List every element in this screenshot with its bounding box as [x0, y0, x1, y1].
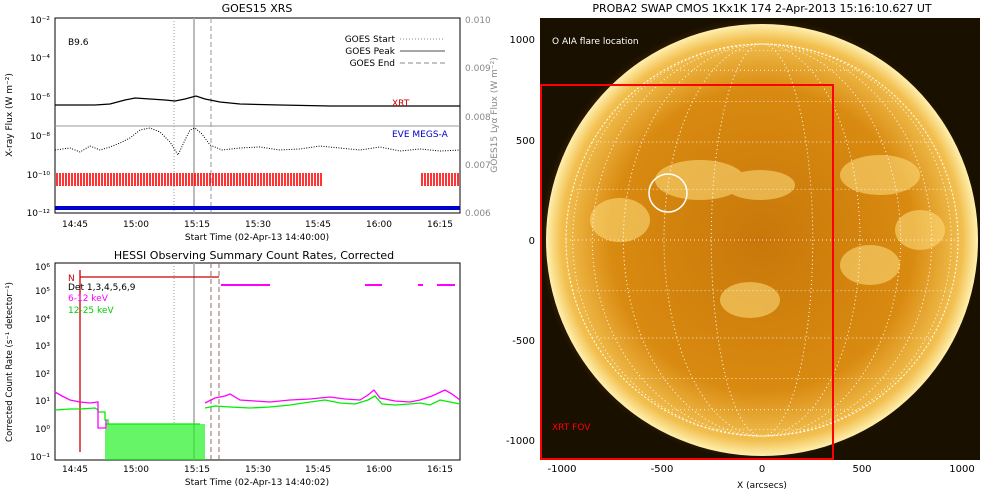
longitude-line: [591, 43, 933, 437]
hessi-xtick: 15:15: [184, 465, 210, 475]
goes-rtick: 0.006: [465, 209, 491, 219]
goes-xtick: 14:45: [62, 220, 88, 230]
goes-panel: GOES15 XRS 10⁻² 10⁻⁴ 10⁻⁶ 10⁻⁸ 10⁻¹⁰ 10⁻…: [5, 2, 500, 243]
swap-ytick: -500: [512, 336, 535, 347]
goes-title: GOES15 XRS: [222, 2, 293, 15]
goes-legend: GOES Start GOES Peak GOES End: [345, 35, 445, 69]
goes-xtick: 15:15: [184, 220, 210, 230]
goes-ytick: 10⁻⁶: [30, 93, 50, 103]
goes-ytick: 10⁻²: [30, 16, 50, 26]
hessi-ytick: 10⁰: [35, 425, 50, 435]
hessi-time-ticks: 14:45 15:00 15:15 15:30 15:45 16:00 16:1…: [62, 465, 453, 475]
aia-flare-circle: [648, 173, 688, 213]
legend-goes-peak: GOES Peak: [345, 47, 395, 57]
goes-ylabel-left: X-ray Flux (W m⁻²): [5, 73, 15, 157]
swap-xtick: 1000: [949, 464, 974, 475]
goes-plot-frame: [54, 17, 461, 214]
swap-ytick: 500: [516, 136, 535, 147]
goes-ytick: 10⁻¹⁰: [27, 171, 51, 181]
eve-label: EVE MEGS-A: [392, 130, 449, 140]
hessi-xtick: 15:30: [245, 465, 271, 475]
swap-title: PROBA2 SWAP CMOS 1Kx1K 174 2-Apr-2013 15…: [592, 2, 932, 15]
hessi-det-label: Det 1,3,4,5,6,9: [68, 283, 136, 293]
hessi-xtick: 14:45: [62, 465, 88, 475]
goes-xtick: 16:00: [366, 220, 392, 230]
swap-x-ticks: -1000 -500 0 500 1000: [547, 464, 974, 475]
goes-long-channel: [55, 95, 460, 107]
longitude-line: [572, 43, 952, 437]
goes-ytick: 10⁻¹²: [27, 209, 51, 219]
longitude-line: [663, 43, 861, 437]
hessi-xtick: 15:00: [123, 465, 149, 475]
hessi-ytick: 10⁴: [35, 315, 50, 325]
xrt-fov-label: XRT FOV: [552, 423, 591, 433]
hessi-xtick: 15:45: [305, 465, 331, 475]
swap-xtick: 0: [759, 464, 765, 475]
xrt-fov-box: [540, 84, 834, 460]
goes-flare-class: B9.6: [68, 38, 89, 48]
hessi-ytick: 10⁶: [35, 263, 50, 273]
swap-y-ticks: 1000 500 0 -500 -1000: [506, 35, 535, 447]
hessi-y-ticks: 10⁶ 10⁵ 10⁴ 10³ 10² 10¹ 10⁰ 10⁻¹: [30, 263, 50, 463]
goes-rtick: 0.009: [465, 64, 491, 74]
hessi-12-25-early: [54, 407, 109, 424]
legend-goes-end: GOES End: [350, 59, 395, 69]
heliographic-grid: [566, 43, 958, 437]
swap-xlabel: X (arcsecs): [737, 481, 787, 491]
active-regions: [590, 155, 945, 318]
hessi-ytick: 10⁻¹: [30, 453, 50, 463]
xrt-label: XRT: [392, 99, 410, 109]
swap-ytick: -1000: [506, 436, 535, 447]
goes-xtick: 15:45: [305, 220, 331, 230]
goes-right-ticks: 0.010 0.009 0.008 0.007 0.006: [465, 16, 491, 219]
swap-ytick: 0: [529, 236, 535, 247]
hessi-ytick: 10¹: [35, 397, 50, 407]
goes-rtick: 0.008: [465, 113, 491, 123]
swap-xtick: -500: [651, 464, 674, 475]
hessi-xtick: 16:00: [366, 465, 392, 475]
hessi-12-25-late: [204, 395, 461, 409]
hessi-band1-label: 6-12 keV: [68, 294, 109, 304]
legend-goes-start: GOES Start: [345, 35, 396, 45]
goes-xtick: 15:00: [123, 220, 149, 230]
goes-xtick: 15:30: [245, 220, 271, 230]
hessi-xtick: 16:15: [427, 465, 453, 475]
swap-panel: PROBA2 SWAP CMOS 1Kx1K 174 2-Apr-2013 15…: [506, 2, 980, 491]
goes-rtick: 0.010: [465, 16, 491, 26]
aia-flare-label: O AIA flare location: [552, 37, 639, 47]
goes-time-ticks: 14:45 15:00 15:15 15:30 15:45 16:00 16:1…: [62, 220, 453, 230]
hessi-xlabel: Start Time (02-Apr-13 14:40:02): [185, 478, 329, 488]
hessi-12-25-gap-noise: [105, 423, 205, 460]
hessi-title: HESSI Observing Summary Count Rates, Cor…: [114, 249, 394, 262]
swap-xtick: -1000: [547, 464, 576, 475]
goes-xtick: 16:15: [427, 220, 453, 230]
longitude-line: [622, 43, 902, 437]
goes-ylabel-right: GOES15 Lyα Flux (W m⁻²): [490, 57, 500, 173]
hessi-plot-frame: [54, 262, 461, 461]
goes-xlabel: Start Time (02-Apr-13 14:40:00): [185, 233, 329, 243]
hessi-ytick: 10⁵: [35, 287, 50, 297]
hessi-band2-label: 12-25 keV: [68, 306, 114, 316]
hessi-panel: HESSI Observing Summary Count Rates, Cor…: [5, 249, 461, 488]
longitude-line: [710, 43, 814, 437]
hessi-n-flag: N: [68, 274, 75, 284]
hessi-6-12-early: [54, 391, 107, 429]
hessi-ytick: 10³: [35, 342, 50, 352]
xrt-coverage: [56, 173, 459, 186]
hessi-ytick: 10²: [35, 370, 50, 380]
swap-ytick: 1000: [510, 35, 535, 46]
goes-ytick: 10⁻⁴: [30, 54, 50, 64]
swap-xtick: 500: [852, 464, 871, 475]
goes-left-ticks: 10⁻² 10⁻⁴ 10⁻⁶ 10⁻⁸ 10⁻¹⁰ 10⁻¹²: [27, 16, 51, 219]
goes-ytick: 10⁻⁸: [30, 132, 50, 142]
goes-rtick: 0.007: [465, 161, 491, 171]
hessi-ylabel: Corrected Count Rate (s⁻¹ detector⁻¹): [5, 282, 15, 442]
limb-circle: [565, 43, 959, 437]
hessi-6-12-late: [204, 389, 461, 404]
